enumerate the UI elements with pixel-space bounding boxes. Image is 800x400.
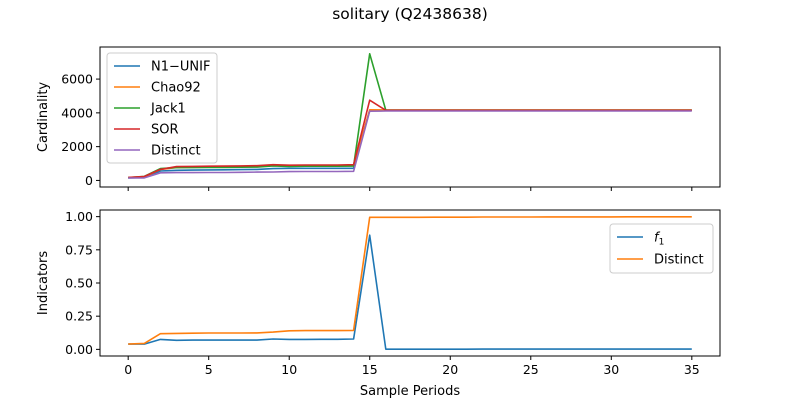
series-line-f1 (128, 234, 692, 351)
y-tick-label: 0.75 (65, 242, 93, 257)
legend-label: Chao92 (151, 81, 201, 96)
y-tick-label: 0.50 (65, 276, 93, 291)
legend-label: f1 (654, 231, 664, 248)
y-tick-label: 0.00 (65, 342, 93, 357)
figure-title: solitary (Q2438638) (332, 5, 488, 23)
x-tick-label: 0 (124, 362, 132, 377)
x-tick-label: 35 (684, 362, 700, 377)
y-tick-label: 4000 (61, 105, 93, 120)
legend-label: Distinct (151, 144, 201, 159)
x-axis-title: Sample Periods (360, 384, 460, 399)
legend-label: Distinct (654, 253, 704, 268)
x-tick-label: 15 (362, 362, 378, 377)
x-tick-label: 25 (523, 362, 539, 377)
y-tick-label: 2000 (61, 139, 93, 154)
legend-label: Jack1 (150, 102, 186, 117)
series-line-distinct (128, 110, 692, 179)
plot-frame (99, 46, 721, 188)
x-tick-label: 30 (603, 362, 619, 377)
legend-label: N1−UNIF (151, 60, 210, 75)
x-tick-label: 20 (442, 362, 458, 377)
series-line-distinct (128, 216, 692, 345)
y-tick-label: 0 (85, 173, 93, 188)
cardinality-panel: 0 2000 4000 6000 Cardinality N1−UNIF Chao92 Jac… (36, 46, 721, 191)
x-tick-label: 10 (281, 362, 297, 377)
y-tick-label: 0.25 (65, 309, 93, 324)
indicators-panel: 0 5 10 15 20 25 30 35 0.00 0.25 0.50 0.75 1.00 Indica… (36, 209, 721, 399)
legend-label: SOR (151, 123, 179, 138)
y-tick-label: 6000 (61, 72, 93, 87)
y-axis-title: Indicators (36, 251, 51, 315)
x-tick-label: 5 (205, 362, 213, 377)
legend-box (106, 52, 218, 164)
y-axis-title: Cardinality (36, 82, 51, 153)
y-tick-label: 1.00 (65, 209, 93, 224)
